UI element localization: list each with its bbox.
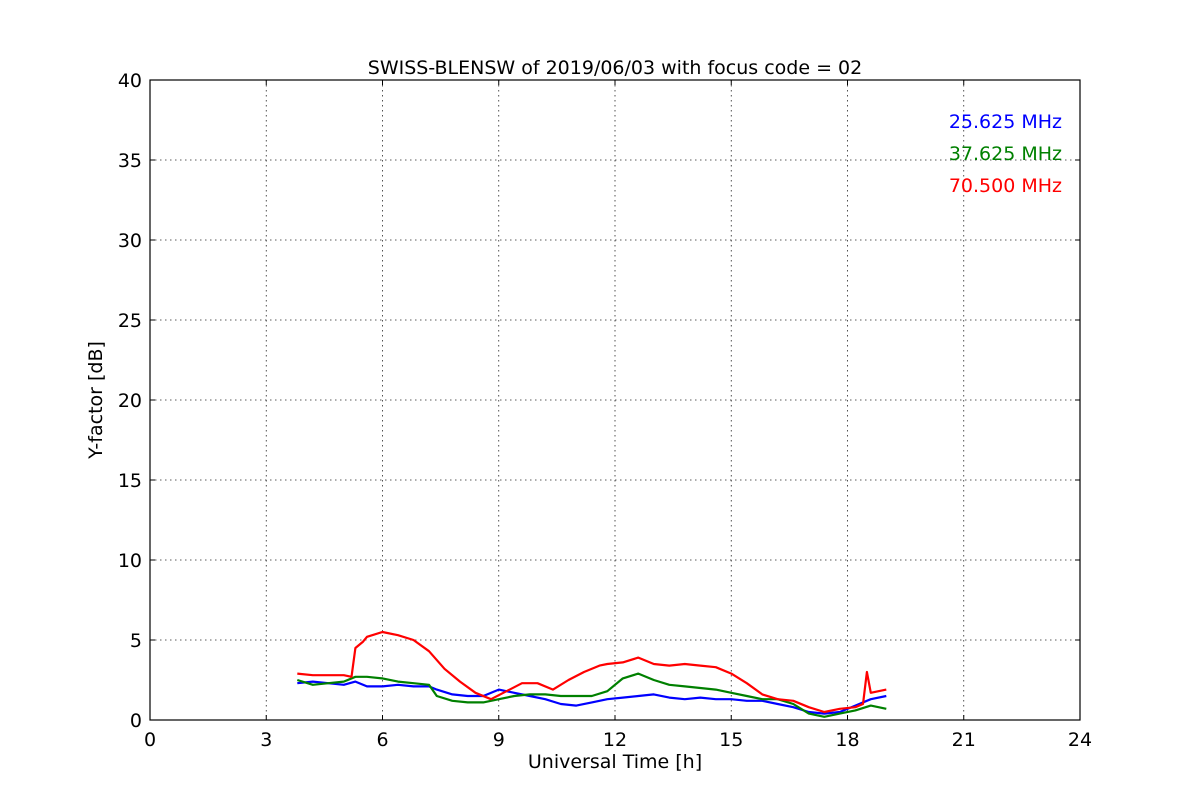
chart-title: SWISS-BLENSW of 2019/06/03 with focus co…: [368, 57, 862, 79]
y-tick-label: 10: [118, 550, 142, 572]
series-line-25-625-mhz: [297, 680, 887, 715]
legend-entry-37-625-mhz: 37.625 MHz: [949, 143, 1062, 165]
y-axis-label: Y-factor [dB]: [85, 341, 107, 460]
series-lines: [296, 630, 887, 718]
y-tick-label: 15: [118, 470, 142, 492]
y-tick-label: 25: [118, 310, 142, 332]
legend-entry-70-500-mhz: 70.500 MHz: [949, 175, 1062, 197]
y-tick-label: 20: [118, 390, 142, 412]
x-tick-label: 24: [1068, 729, 1092, 751]
x-tick-label: 15: [719, 729, 743, 751]
x-tick-label: 3: [260, 729, 272, 751]
grid-lines: [150, 80, 1080, 720]
legend: 25.625 MHz 37.625 MHz 70.500 MHz: [949, 111, 1062, 197]
x-tick-label: 0: [144, 729, 156, 751]
legend-entry-25-625-mhz: 25.625 MHz: [949, 111, 1062, 133]
y-tick-label: 5: [130, 630, 142, 652]
y-tick-label: 35: [118, 150, 142, 172]
series-line-70-500-mhz: [297, 630, 887, 714]
axis-ticks: [149, 79, 1081, 721]
y-tick-label: 0: [130, 710, 142, 732]
series-line-37-625-mhz: [296, 672, 887, 718]
y-tick-label: 30: [118, 230, 142, 252]
x-axis-label: Universal Time [h]: [528, 751, 702, 773]
x-tick-label: 12: [603, 729, 627, 751]
x-tick-label: 21: [952, 729, 976, 751]
x-tick-label: 6: [376, 729, 388, 751]
y-tick-label: 40: [118, 70, 142, 92]
x-tick-label: 9: [493, 729, 505, 751]
x-tick-label: 18: [835, 729, 859, 751]
tick-labels: 0 3 6 9 12 15 18 21 24 0 5 10 15 20 25 30 35 40: [118, 70, 1092, 751]
